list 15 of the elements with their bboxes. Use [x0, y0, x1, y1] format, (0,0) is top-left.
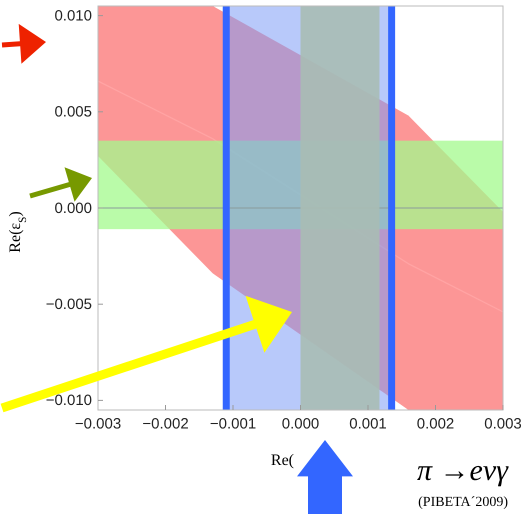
- x-tick-label: −0.001: [210, 416, 256, 433]
- y-tick-label: 0.010: [54, 7, 92, 24]
- x-tick-label: −0.003: [74, 416, 122, 433]
- x-tick-label: −0.002: [142, 416, 189, 433]
- x-tick-label: 0.001: [349, 416, 387, 433]
- text: π →eνγ: [417, 454, 510, 487]
- x-tick-label: 0.002: [416, 416, 454, 433]
- y-tick-label: 0.005: [54, 104, 92, 121]
- y-tick-label: 0.000: [54, 200, 92, 217]
- x-tick-label: 0.000: [282, 416, 320, 433]
- text: (PIBETA´2009): [418, 495, 508, 510]
- x-tick-label: 0.003: [484, 416, 522, 433]
- x-axis-title: Re(: [270, 452, 294, 469]
- y-tick-label: −0.010: [46, 392, 92, 410]
- y-tick-label: −0.005: [46, 296, 92, 313]
